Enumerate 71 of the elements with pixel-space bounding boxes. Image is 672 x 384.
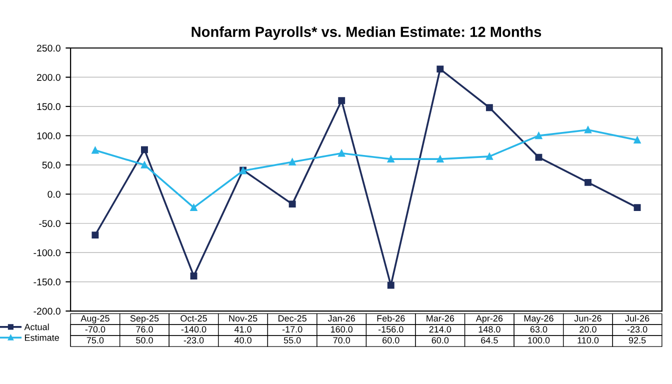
point (486, 104, 493, 112)
data-label: 55.0 (284, 337, 301, 344)
data-label: 50.0 (136, 337, 153, 344)
data-label: 148.0 (478, 326, 500, 333)
point (141, 146, 148, 154)
point (535, 154, 542, 161)
point (190, 204, 198, 212)
point (436, 66, 444, 73)
data-label: 160.0 (330, 326, 353, 333)
x-tick-label: Apr-26 (476, 315, 503, 324)
data-label: 92.5 (628, 337, 646, 344)
point (584, 126, 592, 134)
x-tick-label: Sep-25 (130, 315, 159, 324)
point (338, 150, 346, 157)
data-label: 40.0 (234, 337, 252, 344)
point (92, 146, 99, 154)
y-tick-label: 100.0 (37, 132, 60, 140)
y-tick-label: 150.0 (37, 103, 60, 110)
point (436, 156, 444, 163)
x-tick-label: Jul-26 (625, 314, 650, 322)
data-label: 60.0 (432, 337, 449, 344)
point (486, 152, 493, 160)
data-label: 20.0 (580, 326, 596, 333)
y-tick-label: 200.0 (37, 74, 60, 81)
chart-title: Nonfarm Payrolls* vs. Median Estimate: 12 Months (192, 26, 542, 40)
data-label: 214.0 (429, 326, 452, 333)
data-label: 63.0 (530, 326, 548, 333)
data-label: -23.0 (627, 326, 648, 333)
x-tick-label: Nov-25 (229, 315, 258, 322)
y-tick-label: -50.0 (39, 220, 60, 227)
data-label: 100.0 (528, 337, 550, 344)
point (584, 178, 592, 186)
legend-label: Actual (24, 324, 49, 330)
point (338, 97, 346, 104)
x-tick-label: Dec-25 (278, 315, 306, 322)
y-tick-label: -100.0 (34, 249, 60, 256)
x-tick-label: Oct-25 (180, 315, 207, 322)
x-tick-label: Mar-26 (426, 315, 454, 322)
data-label: -17.0 (282, 326, 302, 333)
data-label: 76.0 (136, 326, 153, 333)
x-tick-label: Jun-26 (574, 315, 602, 322)
data-label: -70.0 (85, 326, 106, 333)
point (634, 136, 641, 144)
y-tick-label: -200.0 (34, 308, 60, 315)
x-tick-label: May-26 (524, 315, 554, 324)
y-tick-label: 50.0 (42, 162, 60, 169)
data-label: 60.0 (382, 337, 400, 344)
y-tick-label: 250.0 (37, 44, 60, 52)
point (387, 156, 394, 163)
point (92, 232, 99, 239)
point (535, 132, 542, 140)
x-tick-label: Feb-26 (377, 314, 405, 322)
point (387, 282, 394, 289)
point (288, 200, 296, 208)
data-label: -156.0 (378, 326, 404, 333)
data-label: 110.0 (578, 337, 599, 344)
data-label: -23.0 (184, 337, 204, 344)
legend-label: Estimate (24, 334, 59, 341)
point (288, 158, 296, 166)
point (141, 161, 148, 168)
y-tick-label: 0.0 (48, 190, 60, 198)
point (634, 204, 641, 212)
x-tick-label: Aug-25 (80, 315, 110, 324)
y-tick-label: -150.0 (34, 278, 60, 286)
data-label: 70.0 (333, 337, 350, 344)
data-label: 41.0 (234, 326, 252, 333)
data-label: 75.0 (86, 337, 104, 344)
point (190, 272, 198, 280)
data-label: 64.5 (481, 337, 498, 344)
data-label: -140.0 (181, 326, 206, 333)
x-tick-label: Jan-26 (328, 315, 356, 322)
